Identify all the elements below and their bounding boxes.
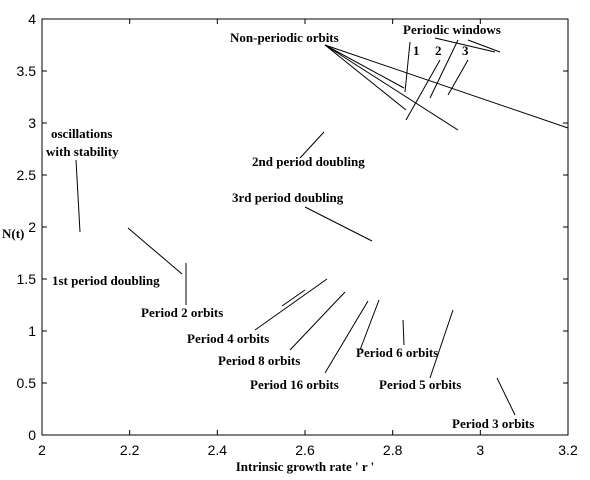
annotation-period-6: Period 6 orbits: [356, 345, 438, 360]
pointer-line: [324, 44, 405, 89]
annotation-window-2: 2: [435, 43, 442, 58]
pointer-line: [324, 44, 459, 131]
annotation-oscillations-line1: oscillations: [51, 126, 112, 141]
pointer-line: [299, 131, 325, 159]
x-tick-label: 2.6: [295, 442, 315, 458]
x-tick-label: 2.4: [208, 442, 228, 458]
x-tick-label: 2.2: [120, 442, 140, 458]
annotation-period-16: Period 16 orbits: [250, 377, 339, 392]
pointer-line: [127, 227, 183, 275]
pointer-line: [75, 159, 81, 233]
pointer-line: [447, 59, 469, 96]
pointer-line: [324, 44, 407, 111]
pointer-line: [324, 44, 569, 129]
annotation-non-periodic: Non-periodic orbits: [230, 30, 339, 45]
y-tick-label: 0.5: [17, 375, 37, 391]
y-tick-label: 1.5: [17, 271, 37, 287]
y-tick-label: 1: [28, 323, 36, 339]
x-axis-title: Intrinsic growth rate ' r ': [236, 459, 375, 474]
annotation-first-doubling: 1st period doubling: [52, 273, 160, 288]
pointer-line: [402, 319, 405, 346]
y-axis-title: N(t): [2, 226, 24, 241]
annotation-period-2: Period 2 orbits: [141, 305, 223, 320]
annotation-period-3: Period 3 orbits: [452, 416, 534, 431]
annotation-period-8: Period 8 orbits: [218, 353, 300, 368]
pointer-line: [467, 39, 501, 53]
pointer-line: [404, 41, 411, 93]
x-tick-label: 3: [476, 442, 484, 458]
pointer-line: [304, 206, 373, 242]
annotation-window-3: 3: [462, 43, 469, 58]
pointer-line: [281, 289, 306, 307]
pointer-line: [496, 377, 516, 416]
y-tick-label: 2.5: [17, 167, 37, 183]
plot-area: [41, 18, 569, 436]
annotation-oscillations-line2: with stability: [46, 144, 119, 159]
axes-frame: [41, 18, 569, 436]
pointer-line: [429, 309, 454, 379]
annotation-pointers: [75, 37, 569, 416]
y-tick-label: 2: [28, 219, 36, 235]
annotation-periodic-windows: Periodic windows: [403, 22, 501, 37]
annotation-period-5: Period 5 orbits: [379, 377, 461, 392]
pointer-line: [359, 299, 380, 351]
annotation-second-doubling: 2nd period doubling: [252, 154, 365, 169]
pointer-line: [289, 291, 346, 351]
x-tick-label: 2: [38, 442, 46, 458]
pointer-line: [254, 278, 328, 331]
y-tick-label: 3: [28, 115, 36, 131]
axis-ticks: [41, 18, 569, 436]
y-tick-label: 4: [28, 11, 36, 27]
annotation-third-doubling: 3rd period doubling: [232, 190, 344, 205]
x-tick-label: 2.8: [383, 442, 403, 458]
annotation-window-1: 1: [413, 43, 420, 58]
pointer-line: [434, 37, 496, 53]
x-tick-label: 3.2: [558, 442, 578, 458]
y-tick-label: 3.5: [17, 63, 37, 79]
pointer-line: [429, 39, 459, 99]
annotation-period-4: Period 4 orbits: [187, 331, 269, 346]
pointer-line: [405, 59, 441, 121]
pointer-line: [324, 300, 369, 374]
y-tick-label: 0: [28, 427, 36, 443]
